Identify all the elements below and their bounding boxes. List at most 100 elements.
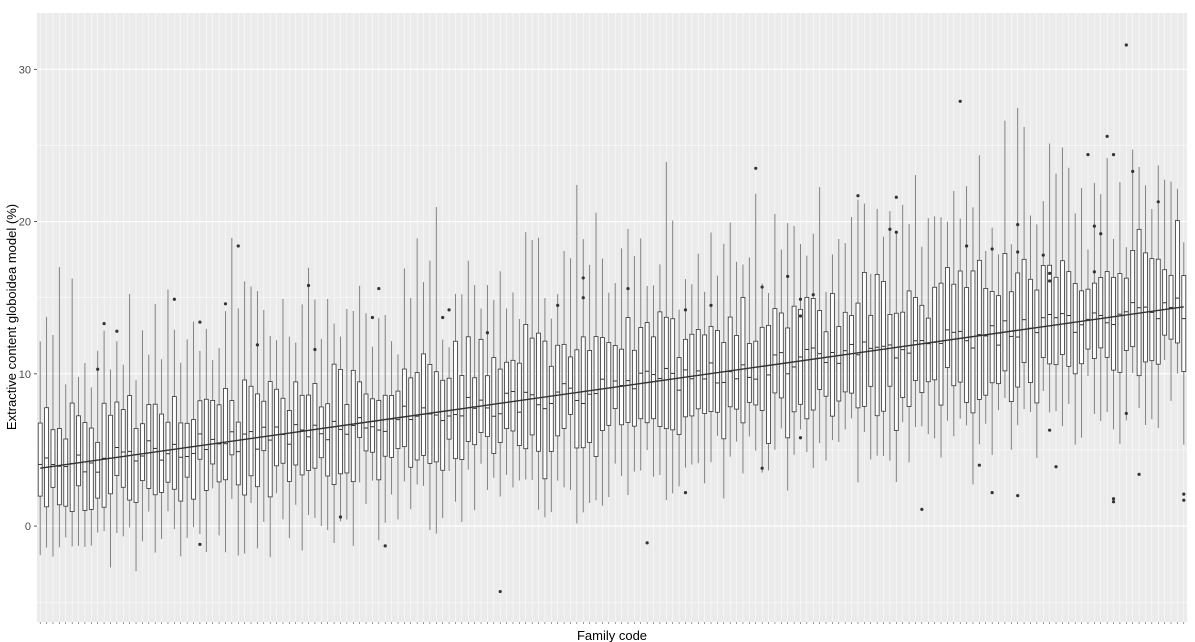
iqr-box — [657, 311, 663, 427]
family-box — [836, 238, 842, 442]
outlier-point — [255, 343, 260, 347]
outlier-point — [581, 276, 585, 280]
family-box — [817, 187, 823, 444]
family-box — [842, 243, 848, 430]
family-box — [1002, 120, 1008, 399]
iqr-box — [906, 290, 912, 407]
family-box — [900, 204, 906, 423]
iqr-box — [695, 329, 701, 410]
family-box — [1143, 185, 1148, 425]
outlier-point — [990, 490, 994, 495]
iqr-box — [983, 287, 989, 396]
iqr-box — [140, 423, 145, 482]
family-box — [101, 330, 107, 532]
iqr-box — [855, 302, 861, 409]
family-box — [1104, 158, 1110, 413]
family-box — [766, 293, 771, 471]
family-box — [606, 292, 612, 498]
family-box — [267, 335, 273, 558]
family-box — [389, 341, 394, 495]
family-box — [350, 311, 356, 546]
family-box — [191, 321, 196, 528]
outlier-point — [894, 230, 898, 234]
outlier-point — [198, 320, 202, 324]
outlier-point — [236, 244, 240, 248]
iqr-box — [810, 298, 816, 411]
family-box — [561, 250, 567, 488]
family-box — [152, 303, 158, 553]
family-box — [325, 298, 331, 531]
family-box — [970, 207, 976, 485]
iqr-box — [766, 324, 771, 445]
family-box — [178, 362, 184, 557]
family-box — [127, 294, 133, 528]
iqr-box — [1117, 273, 1123, 373]
y-axis-title: Extractive content globoidea model (%) — [4, 204, 19, 430]
x-axis-category-labels — [39, 622, 1185, 624]
family-box — [925, 218, 931, 435]
family-box — [708, 232, 714, 463]
y-tick-label: 30 — [19, 64, 31, 76]
family-box — [408, 298, 414, 510]
outlier-point — [1041, 253, 1045, 257]
iqr-box — [114, 401, 120, 476]
family-box — [919, 246, 925, 427]
family-box — [357, 285, 363, 483]
y-tick-label: 0 — [25, 521, 31, 533]
family-box — [318, 338, 324, 527]
iqr-box — [440, 379, 446, 471]
iqr-box — [516, 362, 522, 447]
iqr-box — [485, 375, 490, 438]
family-box — [293, 342, 299, 505]
family-box — [778, 249, 784, 429]
family-box — [1130, 149, 1136, 374]
family-box — [1149, 209, 1155, 420]
iqr-box — [1175, 220, 1180, 344]
family-box — [338, 336, 343, 522]
iqr-box — [772, 308, 778, 394]
outlier-point — [1048, 428, 1052, 432]
family-box — [223, 311, 228, 553]
iqr-box — [76, 415, 81, 487]
outlier-point — [1182, 498, 1186, 502]
iqr-box — [472, 377, 478, 446]
family-box — [312, 299, 318, 518]
outlier-point — [977, 463, 981, 467]
outlier-point — [1054, 465, 1058, 469]
outlier-point — [964, 244, 969, 248]
trend-line — [40, 306, 1184, 469]
iqr-box — [989, 291, 995, 384]
outliers — [96, 43, 1186, 594]
outlier-point — [1092, 270, 1096, 274]
iqr-box — [874, 273, 880, 417]
outlier-point — [1111, 152, 1116, 157]
iqr-box — [306, 394, 311, 471]
family-box — [938, 217, 944, 458]
iqr-box — [676, 357, 682, 435]
iqr-box — [778, 312, 784, 399]
iqr-box — [446, 377, 452, 440]
iqr-box — [1008, 291, 1014, 402]
family-box — [810, 233, 816, 468]
iqr-box — [861, 271, 867, 407]
iqr-box — [197, 400, 203, 460]
outlier-point — [383, 544, 387, 548]
iqr-box — [127, 395, 133, 501]
outlier-point — [498, 589, 502, 594]
family-box — [159, 359, 164, 539]
outlier-point — [754, 166, 758, 170]
iqr-box — [887, 314, 893, 387]
outlier-point — [626, 286, 630, 291]
iqr-box — [593, 336, 599, 457]
family-box — [1040, 201, 1046, 392]
iqr-box — [964, 287, 969, 403]
iqr-box — [146, 404, 152, 489]
iqr-box — [893, 312, 899, 431]
x-axis-title: Family code — [577, 628, 647, 642]
iqr-box — [1060, 260, 1065, 355]
family-box — [395, 354, 401, 520]
family-box — [76, 376, 81, 546]
family-box — [670, 220, 676, 494]
family-box — [56, 267, 62, 548]
family-box — [676, 309, 682, 487]
